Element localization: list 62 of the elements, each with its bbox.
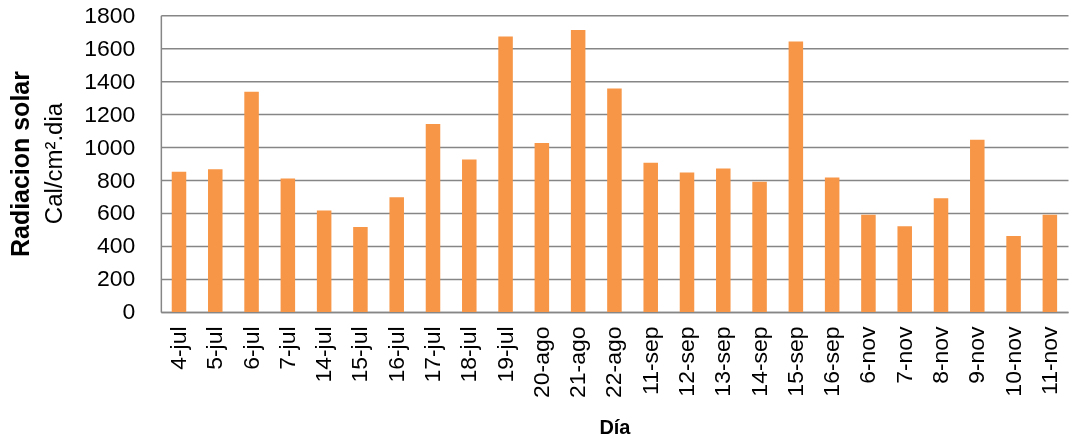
bar xyxy=(607,88,622,312)
y-tick-label: 1600 xyxy=(84,34,136,61)
bar xyxy=(752,181,767,312)
x-tick-label: 22-ago xyxy=(600,326,627,398)
x-tick-label: 13-sep xyxy=(709,326,736,397)
x-tick-label: 8-nov xyxy=(927,325,953,384)
bar xyxy=(244,91,259,312)
bar xyxy=(534,142,550,312)
x-tick-label: 16-sep xyxy=(818,326,845,397)
x-tick-label: 19-jul xyxy=(491,326,518,383)
bar xyxy=(171,171,187,312)
x-tick-label: 12-sep xyxy=(672,326,699,397)
bar xyxy=(425,123,441,312)
y-tick-label: 0 xyxy=(122,298,136,325)
bar xyxy=(679,172,695,312)
x-tick-label: 5-jul xyxy=(201,326,228,370)
bar xyxy=(897,226,912,312)
y-tick-label: 1400 xyxy=(84,67,136,94)
bar xyxy=(570,30,586,312)
x-tick-label: 21-ago xyxy=(564,326,591,398)
y-axis-title: Radiacion solar Cal/cm².dia xyxy=(6,70,67,258)
x-tick-label: 11-nov xyxy=(1035,325,1062,395)
bar xyxy=(861,214,876,312)
bar xyxy=(208,169,223,312)
y-tick-label: 600 xyxy=(97,199,136,226)
x-tick-label: 6-nov xyxy=(854,325,881,384)
bar xyxy=(643,162,658,312)
x-tick-label: 10-nov xyxy=(999,325,1026,397)
x-tick-label: 17-jul xyxy=(418,326,445,383)
bar xyxy=(716,168,731,312)
x-tick-label: 14-jul xyxy=(310,326,337,383)
x-tick-label: 20-ago xyxy=(527,326,554,398)
bar xyxy=(353,227,368,312)
bar xyxy=(933,198,949,312)
bar xyxy=(280,178,296,312)
y-tick-label: 800 xyxy=(97,166,136,193)
x-tick-label: 6-jul xyxy=(237,326,264,370)
bar xyxy=(316,210,332,312)
bar xyxy=(498,36,513,312)
x-tick-label: 15-jul xyxy=(346,326,373,383)
y-tick-label: 1000 xyxy=(84,133,136,160)
y-tick-label: 1800 xyxy=(84,1,136,28)
y-tick-label: 200 xyxy=(97,265,136,292)
bar xyxy=(389,197,404,312)
x-tick-label: 4-jul xyxy=(164,326,191,370)
bar xyxy=(1042,214,1058,312)
y-tick-label: 1200 xyxy=(84,100,136,127)
y-tick-label: 400 xyxy=(97,232,136,259)
x-tick-label: 15-sep xyxy=(781,326,808,397)
bar xyxy=(1006,236,1021,312)
x-tick-label: 16-jul xyxy=(382,326,409,383)
x-axis-title: Día xyxy=(599,415,632,438)
x-tick-label: 9-nov xyxy=(963,325,990,384)
x-tick-label: 11-sep xyxy=(636,326,663,395)
x-tick-label: 7-nov xyxy=(890,325,917,384)
bar xyxy=(824,177,840,312)
bar xyxy=(970,139,985,312)
bar xyxy=(788,41,804,312)
x-tick-label: 7-jul xyxy=(273,326,300,370)
x-tick-label: 14-sep xyxy=(745,326,772,397)
x-tick-label: 18-jul xyxy=(455,326,482,383)
bar xyxy=(462,159,477,312)
